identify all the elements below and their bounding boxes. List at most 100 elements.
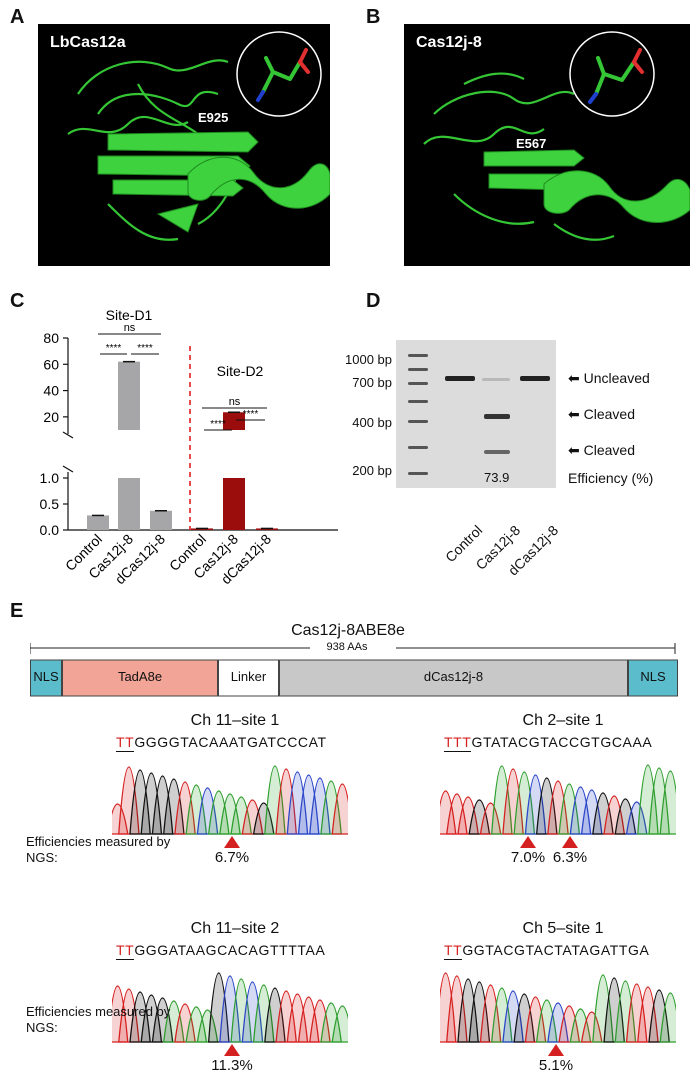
trace-peak (457, 978, 479, 1043)
trace-peak (118, 766, 140, 835)
site-sequence: TTGGGATAAGCACAGTTTTAA (116, 942, 326, 960)
y-tick-label: 60 (43, 356, 59, 372)
trace-peak (151, 775, 174, 835)
trace-peak (140, 994, 163, 1043)
residue-label-a: E925 (198, 110, 229, 125)
trace-peak (174, 1003, 196, 1043)
structure-image-b: Cas12j-8 E567 (404, 24, 690, 266)
band-label: ⬅ Cleaved (568, 406, 635, 422)
efficiency-note: Efficiencies measured by NGS: (26, 834, 171, 865)
trace-peak (648, 767, 670, 835)
axis-break (62, 431, 74, 473)
site-title: Ch 2–site 1 (522, 712, 604, 729)
trace-peak (264, 987, 286, 1043)
trace-peak (196, 787, 219, 835)
construct-domain-label: NLS (33, 669, 59, 684)
significance-label: **** (243, 409, 259, 420)
trace-peak (162, 778, 185, 835)
trace-peak (558, 1005, 581, 1043)
group-title: Site-D1 (106, 307, 153, 323)
trace-peak (490, 765, 513, 835)
protein-ribbon-a (67, 59, 330, 241)
construct-domain (628, 659, 678, 697)
trace-peak (614, 980, 637, 1043)
trace-peak (241, 799, 264, 835)
bar-lower (223, 478, 245, 530)
trace-peak (230, 796, 253, 835)
trace-peak (196, 1009, 219, 1043)
edit-efficiency: 5.1% (538, 1057, 574, 1074)
trace-peak (580, 1011, 603, 1043)
trace-peak (219, 975, 241, 1043)
construct-title: Cas12j-8ABE8e (291, 622, 405, 639)
gel-image (396, 340, 556, 488)
edit-site-marker (548, 1044, 564, 1056)
trace-peak (513, 993, 536, 1043)
trace-peak (479, 984, 502, 1043)
trace-peak (118, 988, 140, 1043)
trace-peak (275, 990, 298, 1043)
group-title: Site-D2 (217, 363, 264, 379)
trace-peak (297, 996, 320, 1043)
construct-length: 938 AAs (326, 641, 368, 653)
construct-domain (218, 659, 279, 697)
trace-peak (286, 771, 309, 835)
trace-peak (207, 790, 230, 835)
panel-label-a: A (10, 6, 25, 28)
y-tick-label: 40 (43, 383, 59, 399)
active-site-inset-a (236, 31, 322, 117)
gel-bands (408, 354, 550, 475)
efficiency-note: Efficiencies measured by NGS: (26, 1004, 171, 1035)
gel-efficiency-label: Efficiency (%) (568, 470, 654, 486)
residue-label-b: E567 (516, 136, 547, 151)
significance-label: **** (137, 343, 153, 354)
protospacer-sequence: GGGATAAGCACAGTTTTAA (134, 942, 326, 958)
trace-peak (580, 789, 603, 835)
trace-peak (129, 769, 151, 835)
trace-peak (524, 996, 547, 1043)
trace-peak (535, 777, 558, 835)
trace-peak (569, 786, 592, 835)
ladder-label: 1000 bp (345, 352, 392, 367)
trace-peak (275, 768, 298, 835)
bar-upper (223, 412, 245, 430)
site-title: Ch 11–site 2 (190, 920, 280, 937)
trace-peak (185, 1006, 208, 1043)
site-title: Ch 11–site 1 (190, 712, 280, 729)
trace-peak (140, 772, 163, 835)
trace-peak (320, 1002, 342, 1043)
y-tick-label: 1.0 (40, 470, 60, 486)
trace-peak (603, 795, 626, 835)
edit-efficiency: 11.3% (211, 1057, 253, 1074)
edit-efficiency: 6.3% (552, 849, 588, 866)
trace-peak (558, 783, 581, 835)
panel-label-c: C (10, 290, 25, 312)
structure-name-a: LbCas12a (50, 34, 126, 51)
trace-peak (502, 768, 524, 835)
ladder-label: 400 bp (352, 415, 392, 430)
panel-label-e: E (10, 600, 24, 622)
trace-peak (569, 1008, 592, 1043)
edit-site-marker (520, 836, 536, 848)
edit-efficiency: 6.7% (214, 849, 250, 866)
bar-upper (118, 361, 140, 430)
trace-peak (502, 990, 524, 1043)
construct-domain-label: NLS (640, 669, 666, 684)
edit-site-marker (224, 836, 240, 848)
structure-name-b: Cas12j-8 (416, 34, 482, 51)
trace-peak (129, 991, 151, 1043)
trace-peak (446, 793, 468, 835)
trace-peak (468, 799, 491, 835)
y-tick-label: 0.0 (40, 522, 60, 538)
trace-peak (547, 780, 569, 835)
ladder-label: 200 bp (352, 463, 392, 478)
trace-peak (151, 997, 174, 1043)
bar (87, 515, 109, 530)
trace-peak (331, 1005, 348, 1043)
construct-domain (62, 659, 218, 697)
trace-peak (252, 984, 275, 1043)
edit-efficiency: 7.0% (510, 849, 546, 866)
trace-peak (185, 784, 208, 835)
chromatogram (112, 765, 348, 835)
chromatogram (112, 972, 348, 1043)
